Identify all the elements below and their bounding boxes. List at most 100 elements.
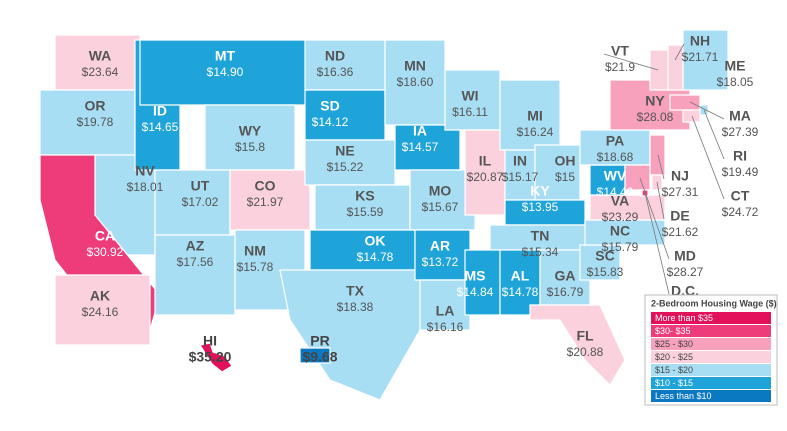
legend-label: $20 - $25 [655, 352, 693, 362]
state-abbr: NM [244, 243, 266, 259]
state-abbr: AK [90, 288, 110, 304]
state-abbr: KY [530, 183, 550, 199]
state-abbr: NJ [671, 168, 689, 184]
state-wage: $15.22 [327, 160, 364, 174]
state-wage: $14.90 [207, 65, 244, 79]
state-wage: $21.97 [247, 195, 284, 209]
state-abbr: NE [335, 143, 354, 159]
state-abbr: NY [645, 93, 665, 109]
state-wage: $16.11 [452, 105, 488, 119]
state-abbr: CO [255, 178, 276, 194]
state-wage: $19.49 [722, 165, 759, 179]
state-abbr: SC [595, 248, 614, 264]
state-shape [589, 194, 666, 221]
legend-label: $30- $35 [655, 326, 691, 336]
state-wage: $18.01 [127, 180, 164, 194]
state-abbr: IL [479, 153, 492, 169]
state-abbr: VT [611, 43, 629, 59]
state-wage: $21.62 [662, 225, 699, 239]
legend-label: $25 - $30 [655, 339, 693, 349]
state-wage: $20.88 [567, 345, 604, 359]
state-wage: $9.68 [302, 349, 337, 365]
legend-title: 2-Bedroom Housing Wage ($) [651, 298, 777, 308]
state-abbr: UT [191, 178, 210, 194]
state-shape [649, 49, 669, 91]
state-wage: $23.64 [82, 65, 119, 79]
state-abbr: ME [725, 58, 746, 74]
state-wage: $14.40 [597, 185, 634, 199]
leader-line [674, 43, 685, 61]
state-shape [154, 234, 236, 316]
state-abbr: TN [531, 228, 550, 244]
state-shape [649, 134, 666, 176]
state-abbr: FL [576, 328, 594, 344]
state-wage: $15.79 [602, 240, 639, 254]
legend-swatch [651, 377, 771, 389]
state-wage: $21.9 [605, 60, 635, 74]
state-abbr: HI [203, 333, 217, 349]
state-wage: $15.59 [347, 205, 384, 219]
state-wage: $15.83 [587, 265, 624, 279]
state-wage: $16.24 [517, 125, 554, 139]
state-abbr: NH [690, 33, 710, 49]
state-shape [682, 109, 701, 123]
state-wage: $28.27 [667, 265, 704, 279]
state-wage: $15 [555, 170, 575, 184]
state-wage: $15.8 [235, 140, 265, 154]
legend-swatch [651, 325, 771, 337]
states [39, 29, 729, 401]
legend: 2-Bedroom Housing Wage ($) More than $35… [644, 294, 778, 406]
state-wage: $15.34 [522, 245, 559, 259]
leader-line [703, 109, 725, 160]
state-abbr: RI [733, 148, 747, 164]
state-shape [299, 347, 331, 364]
state-abbr: MO [429, 183, 452, 199]
legend-label: More than $35 [655, 313, 713, 323]
state-abbr: PA [606, 133, 624, 149]
leader-line [691, 115, 725, 200]
state-wage: $14.57 [402, 140, 439, 154]
state-wage: $14.78 [502, 285, 539, 299]
state-abbr: MS [465, 268, 486, 284]
state-wage: $15.78 [237, 260, 274, 274]
state-wage: $24.16 [82, 305, 119, 319]
state-abbr: DE [670, 208, 689, 224]
state-abbr: KS [355, 188, 374, 204]
state-wage: $16.16 [427, 320, 464, 334]
state-shape [199, 342, 233, 373]
state-wage: $14.78 [357, 250, 394, 264]
state-abbr: OH [555, 153, 576, 169]
leader-line [657, 154, 665, 180]
state-wage: $21.71 [682, 50, 719, 64]
state-abbr: CA [95, 228, 115, 244]
state-wage: $24.72 [722, 205, 759, 219]
state-abbr: ID [153, 103, 167, 119]
state-shape [54, 274, 151, 346]
state-abbr: AZ [186, 238, 205, 254]
state-wage: $16.79 [547, 285, 584, 299]
state-wage: $30.92 [87, 245, 124, 259]
state-wage: $13.72 [422, 255, 459, 269]
state-shape [409, 169, 476, 231]
state-abbr: NV [135, 163, 155, 179]
state-abbr: PR [310, 333, 329, 349]
state-abbr: NC [610, 223, 630, 239]
leader-line [656, 181, 665, 220]
state-wage: $19.78 [77, 115, 114, 129]
state-shape [529, 304, 626, 386]
state-abbr: CT [731, 188, 750, 204]
state-abbr: OK [365, 233, 386, 249]
state-abbr: VA [611, 193, 629, 209]
legend-swatch [651, 312, 771, 324]
state-wage: $18.05 [717, 75, 754, 89]
state-wage: $14.12 [312, 115, 349, 129]
legend-swatch [651, 338, 771, 350]
legend-label: $10 - $15 [655, 378, 693, 388]
state-abbr: WY [239, 123, 262, 139]
state-wage: $14.84 [457, 285, 494, 299]
state-abbr: IN [513, 153, 527, 169]
state-abbr: WV [604, 168, 627, 184]
state-wage: $18.68 [597, 150, 634, 164]
state-shape [682, 29, 729, 91]
state-abbr: WA [89, 48, 112, 64]
